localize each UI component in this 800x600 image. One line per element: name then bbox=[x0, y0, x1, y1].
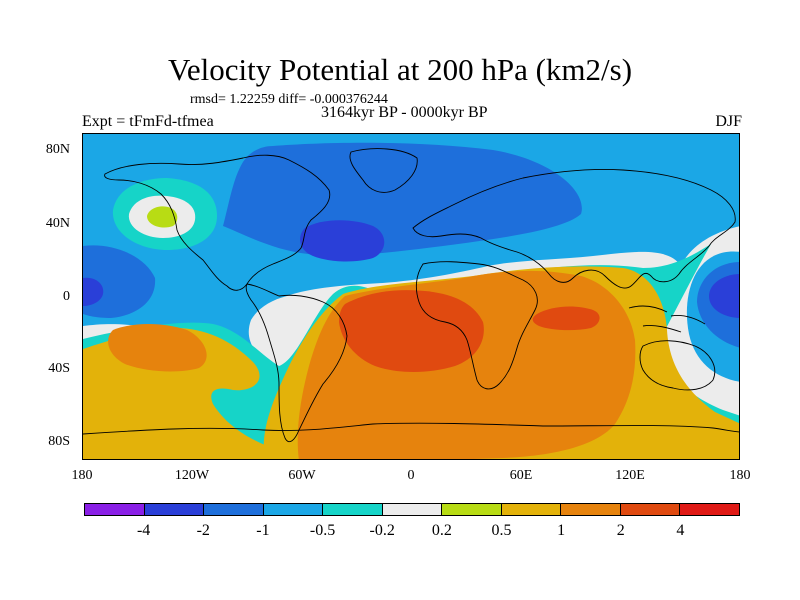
colorbar-label: 2 bbox=[616, 522, 625, 539]
contour-field bbox=[83, 134, 739, 459]
colorbar-swatch bbox=[561, 504, 621, 515]
field-positive-red-indian bbox=[532, 306, 600, 331]
colorbar-label: 4 bbox=[676, 522, 685, 539]
colorbar-label: 0.5 bbox=[491, 522, 512, 539]
colorbar-label: -0.2 bbox=[369, 522, 395, 539]
field-positive-red-core bbox=[339, 290, 484, 372]
colorbar-label: -1 bbox=[256, 522, 270, 539]
field-positive-orange-west bbox=[108, 324, 207, 372]
colorbar-label: -2 bbox=[196, 522, 210, 539]
x-tick-180w: 180 bbox=[71, 468, 93, 483]
colorbar-swatch bbox=[204, 504, 264, 515]
colorbar-swatch bbox=[323, 504, 383, 515]
colorbar bbox=[84, 503, 740, 516]
colorbar-swatch bbox=[382, 504, 443, 515]
field-negative-medium-west bbox=[83, 245, 156, 318]
experiment-label: Expt = tFmFd-tfmea bbox=[82, 113, 214, 130]
colorbar-label: -4 bbox=[136, 522, 151, 539]
y-tick-0: 0 bbox=[63, 289, 70, 304]
colorbar-swatch bbox=[144, 504, 205, 515]
colorbar-label: 1 bbox=[557, 522, 566, 539]
x-tick-180e: 180 bbox=[729, 468, 751, 483]
rmsd-diff-text: rmsd= 1.22259 diff= -0.000376244 bbox=[190, 92, 388, 107]
colorbar-swatch bbox=[620, 504, 681, 515]
field-negative-strong bbox=[300, 220, 385, 262]
colorbar-swatch bbox=[85, 504, 145, 515]
colorbar-label: 0.2 bbox=[431, 522, 452, 539]
x-tick-0: 0 bbox=[407, 468, 415, 483]
colorbar-swatch bbox=[501, 504, 562, 515]
x-tick-120e: 120E bbox=[615, 468, 645, 483]
y-tick-40s: 40S bbox=[48, 361, 70, 376]
field-positive-island-na-center bbox=[147, 206, 178, 228]
colorbar-swatch bbox=[680, 504, 740, 515]
colorbar-label: -0.5 bbox=[309, 522, 336, 539]
field-positive-orange bbox=[297, 270, 636, 459]
x-tick-120w: 120W bbox=[174, 468, 210, 483]
time-range-subtitle: 3164kyr BP - 0000kyr BP bbox=[321, 104, 488, 121]
plot-title: Velocity Potential at 200 hPa (km2/s) bbox=[167, 52, 633, 87]
y-tick-40n: 40N bbox=[45, 216, 70, 231]
x-tick-60w: 60W bbox=[288, 468, 316, 483]
y-tick-80s: 80S bbox=[48, 434, 70, 449]
field-negative-strong-east bbox=[709, 274, 739, 318]
colorbar-swatch bbox=[442, 504, 502, 515]
coastlines bbox=[83, 148, 739, 443]
y-tick-80n: 80N bbox=[45, 142, 70, 157]
season-label: DJF bbox=[715, 113, 742, 130]
field-negative-strong-west bbox=[83, 277, 104, 306]
velocity-potential-map bbox=[82, 133, 740, 460]
colorbar-swatch bbox=[263, 504, 324, 515]
x-tick-60e: 60E bbox=[509, 468, 533, 483]
